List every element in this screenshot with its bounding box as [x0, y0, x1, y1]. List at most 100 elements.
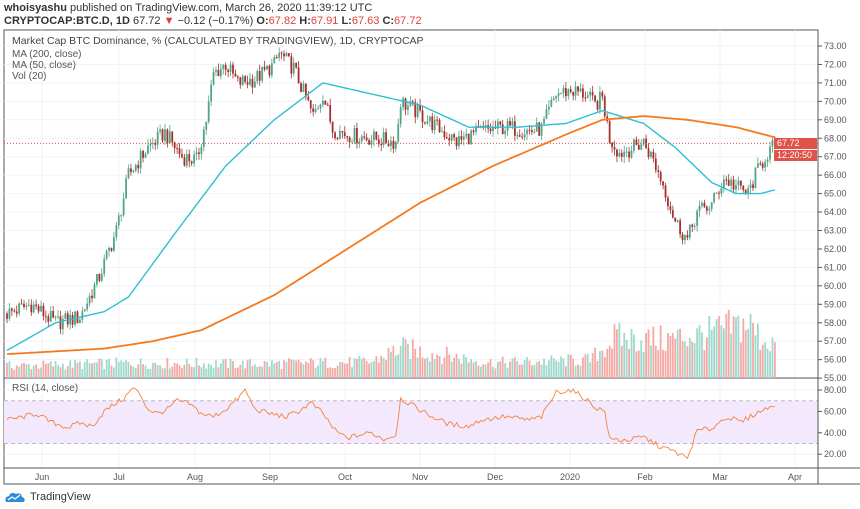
volume-bar — [730, 333, 733, 378]
volume-bar — [511, 358, 514, 378]
candle-body — [681, 234, 684, 240]
candle-body — [134, 164, 137, 171]
candle-body — [608, 120, 611, 143]
volume-bar — [249, 359, 251, 378]
volume-bar — [329, 367, 332, 378]
volume-bar — [66, 366, 69, 378]
volume-bar — [453, 357, 456, 378]
tradingview-logo[interactable]: TradingView — [4, 491, 91, 503]
volume-bar — [506, 367, 509, 378]
candle-body — [725, 179, 728, 181]
volume-bar — [270, 360, 273, 378]
countdown-tag: 12:20:50 — [774, 150, 817, 161]
candle-body — [171, 131, 174, 143]
candle-body — [686, 234, 689, 238]
volume-bar — [190, 366, 193, 378]
volume-bar — [278, 360, 281, 378]
open-label: O: — [256, 15, 269, 27]
volume-bar — [268, 366, 271, 378]
candle-body — [470, 130, 473, 145]
candle-body — [110, 247, 113, 251]
candle-body — [509, 120, 511, 126]
volume-bar — [662, 349, 664, 378]
candle-body — [275, 57, 278, 59]
candle-body — [574, 86, 577, 96]
volume-bar — [195, 358, 198, 378]
volume-bar — [156, 364, 159, 378]
volume-bar — [198, 365, 200, 378]
legend-ma200[interactable]: MA (200, close) — [12, 49, 82, 60]
candle-body — [195, 152, 198, 155]
rsi-tick-label: 40.00 — [824, 428, 847, 438]
volume-bar — [358, 356, 361, 378]
last-price-tag: 67.72 — [774, 138, 817, 149]
volume-bar — [61, 363, 64, 378]
candle-body — [358, 141, 361, 144]
volume-bar — [538, 361, 541, 378]
volume-bar — [13, 369, 16, 378]
volume-bar — [47, 363, 50, 378]
time-axis-label: Dec — [487, 472, 504, 482]
legend-volume[interactable]: Vol (20) — [12, 71, 47, 82]
volume-bar — [489, 359, 492, 378]
time-axis-label: Oct — [338, 472, 353, 482]
time-axis-label: Apr — [788, 472, 802, 482]
volume-bar — [749, 314, 752, 378]
legend-rsi[interactable]: RSI (14, close) — [12, 383, 79, 394]
candle-body — [227, 69, 230, 72]
candle-body — [52, 310, 55, 318]
candle-body — [236, 76, 239, 78]
candle-body — [117, 215, 120, 226]
candle-body — [613, 147, 616, 150]
candle-body — [241, 76, 244, 85]
volume-bar — [693, 343, 696, 378]
candle-body — [390, 140, 392, 146]
volume-bar — [212, 367, 215, 378]
candle-body — [555, 95, 558, 99]
volume-bar — [737, 315, 740, 378]
author[interactable]: whoisyashu — [4, 2, 67, 14]
volume-bar — [657, 350, 660, 378]
candle-body — [513, 121, 516, 136]
candle-body — [562, 88, 565, 93]
candle-body — [71, 315, 74, 325]
volume-bar — [8, 361, 11, 378]
volume-bar — [105, 359, 108, 378]
candle-body — [93, 284, 96, 299]
volume-bar — [392, 345, 395, 378]
price-tick-label: 66.00 — [824, 170, 847, 180]
candle-body — [368, 140, 370, 145]
candle-body — [611, 142, 613, 148]
candle-body — [280, 52, 283, 54]
volume-bar — [703, 350, 706, 378]
candle-body — [543, 118, 545, 124]
volume-bar — [652, 326, 655, 378]
candle-body — [462, 136, 465, 140]
volume-bar — [285, 361, 288, 378]
candle-body — [326, 104, 329, 106]
volume-bar — [370, 361, 373, 378]
candle-body — [334, 132, 336, 139]
candle-body — [113, 237, 115, 251]
volume-bar — [584, 354, 587, 378]
candle-body — [530, 130, 533, 132]
legend-ma50[interactable]: MA (50, close) — [12, 60, 76, 71]
volume-bar — [373, 361, 375, 378]
volume-bar — [71, 367, 74, 378]
volume-bar — [589, 362, 592, 378]
candle-body — [224, 64, 227, 70]
candle-body — [353, 128, 356, 143]
candle-body — [387, 143, 390, 146]
time-axis-label: Feb — [637, 472, 653, 482]
candle-body — [727, 179, 730, 186]
volume-bar — [154, 362, 157, 378]
volume-bar — [188, 363, 191, 378]
candle-body — [669, 206, 672, 211]
volume-bar — [613, 324, 616, 378]
candle-body — [239, 77, 242, 85]
candle-body — [552, 98, 555, 100]
rsi-line — [6, 387, 775, 460]
volume-bar — [40, 367, 42, 378]
candle-body — [229, 64, 232, 72]
